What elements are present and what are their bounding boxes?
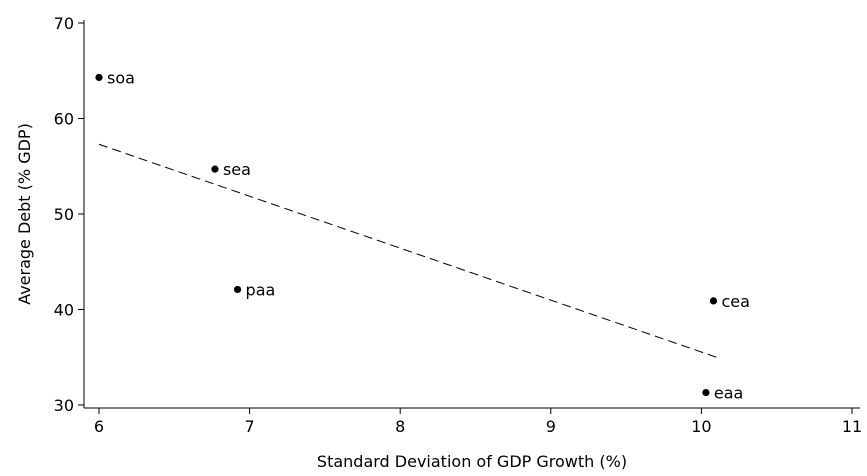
y-axis: 30 40 50 60 70 [54, 14, 85, 415]
x-axis: 6 7 8 9 10 11 [84, 407, 862, 436]
points-group: soa sea paa cea eaa [95, 68, 750, 403]
y-tick-label: 40 [54, 301, 74, 320]
point-label: cea [721, 292, 749, 311]
x-tick-label: 11 [842, 417, 862, 436]
fit-line [98, 143, 717, 358]
point-label: soa [107, 68, 135, 87]
x-tick-label: 9 [546, 417, 556, 436]
point-label: sea [223, 160, 251, 179]
y-tick-label: 30 [54, 396, 74, 415]
point-label: paa [246, 280, 276, 299]
data-point [702, 388, 710, 397]
x-tick-label: 6 [94, 417, 104, 436]
x-tick-label: 10 [691, 417, 711, 436]
y-tick-label: 60 [54, 110, 74, 129]
data-point [95, 73, 103, 82]
fit-line-group [98, 143, 717, 358]
x-tick-label: 7 [245, 417, 255, 436]
data-point [211, 165, 219, 173]
y-tick-label: 70 [54, 14, 74, 33]
y-axis-label: Average Debt (% GDP) [15, 123, 34, 305]
y-tick-label: 50 [54, 205, 74, 224]
data-point [709, 297, 718, 305]
data-point [233, 285, 242, 294]
x-tick-label: 8 [395, 417, 405, 436]
point-label: eaa [714, 384, 743, 403]
x-axis-label: Standard Deviation of GDP Growth (%) [317, 452, 627, 471]
